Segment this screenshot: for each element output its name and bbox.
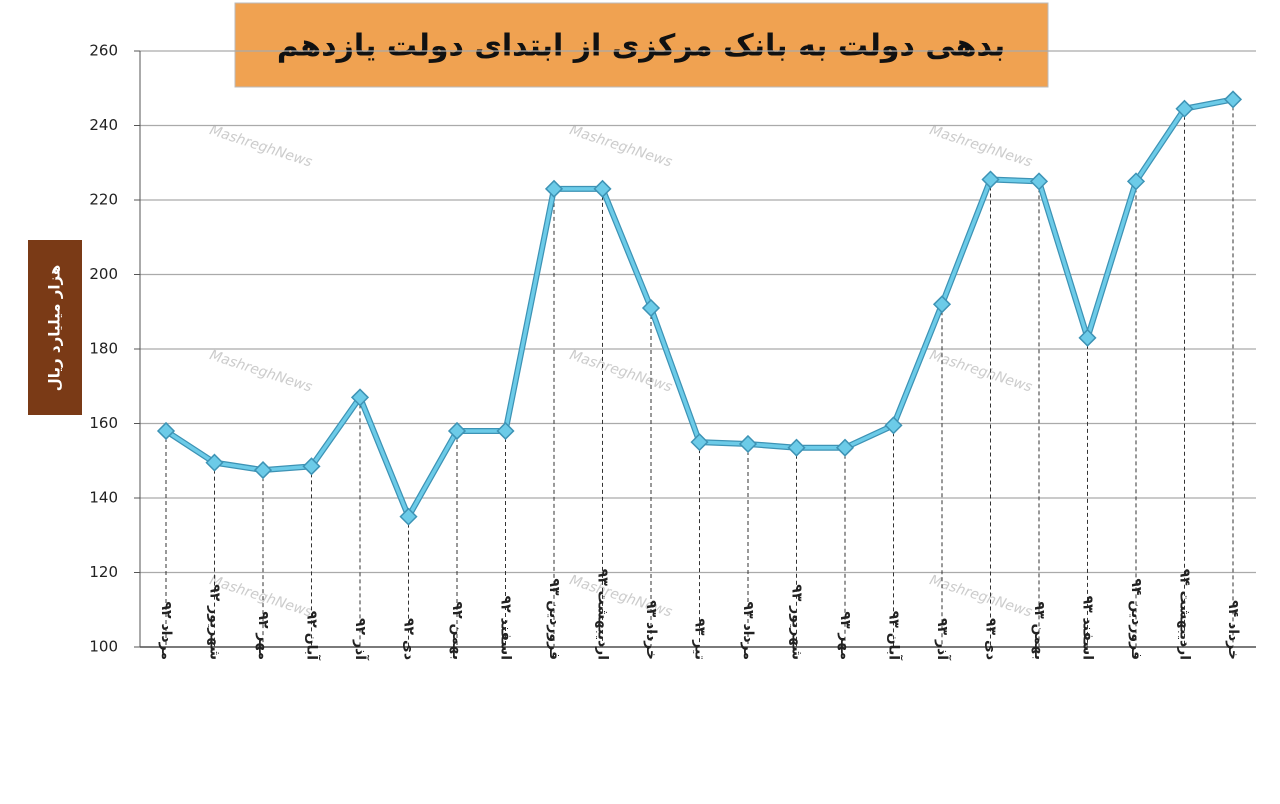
marker — [350, 388, 370, 407]
x-tick-label: شهریور ۹۳ — [789, 584, 805, 660]
marker — [690, 433, 709, 452]
marker — [787, 438, 806, 457]
x-tick-label: فروردین ۹۴ — [1128, 578, 1144, 660]
y-tick-label: 260 — [89, 42, 118, 60]
marker — [544, 179, 564, 198]
x-tick-label: مهر ۹۲ — [255, 611, 271, 660]
marker — [981, 170, 1000, 189]
x-tick-label: خرداد ۹۳ — [643, 600, 659, 660]
watermark: MashreghNews — [928, 347, 1035, 395]
y-tick-label: 160 — [89, 414, 118, 432]
x-tick-label: اسفند ۹۳ — [1080, 596, 1096, 660]
marker — [399, 507, 418, 526]
watermark: MashreghNews — [568, 347, 675, 395]
y-tick-label: 120 — [89, 563, 118, 581]
watermark: MashreghNews — [208, 122, 315, 170]
data-line — [165, 97, 1234, 519]
watermark: MashreghNews — [928, 572, 1035, 620]
marker — [496, 421, 515, 441]
x-tick-label: آبان ۹۲ — [304, 611, 322, 661]
y-tick-label: 220 — [89, 191, 118, 209]
marker — [593, 179, 612, 198]
marker — [932, 295, 952, 314]
y-tick-label: 200 — [89, 265, 118, 283]
marker — [738, 434, 758, 454]
marker — [1126, 172, 1146, 191]
marker — [302, 457, 321, 476]
watermark: MashreghNews — [928, 122, 1035, 170]
x-tick-label: خرداد ۹۴ — [1225, 600, 1241, 660]
x-tick-label: مرداد ۹۲ — [158, 601, 174, 660]
x-tick-label: شهریور ۹۲ — [207, 584, 223, 660]
x-tick-label: مهر ۹۳ — [837, 611, 853, 660]
marker — [447, 421, 467, 441]
y-tick-label: 140 — [89, 489, 118, 507]
y-tick-label: 100 — [89, 638, 118, 656]
marker — [156, 421, 176, 441]
marker — [253, 461, 273, 480]
watermark: MashreghNews — [568, 122, 675, 170]
marker — [205, 453, 224, 472]
title-box — [234, 2, 1049, 88]
x-tick-label: اسفند ۹۲ — [498, 596, 514, 660]
x-tick-label: آذر ۹۳ — [934, 618, 952, 661]
y-tick-label: 180 — [89, 340, 118, 358]
marker — [1175, 99, 1194, 118]
chart-title: بدهی دولت به بانک مرکزی از ابتدای دولت ی… — [277, 29, 1005, 64]
line-outline — [164, 96, 1234, 520]
x-tick-label: دی ۹۲ — [401, 618, 417, 660]
marker — [1029, 172, 1049, 191]
x-tick-label: بهمن ۹۲ — [449, 602, 465, 660]
marker — [1223, 90, 1243, 109]
x-tick-label: اردیبهشت ۹۳ — [595, 569, 611, 660]
marker — [641, 298, 661, 318]
marker — [835, 438, 855, 457]
marker — [1078, 328, 1097, 347]
x-tick-label: دی ۹۳ — [983, 618, 999, 660]
x-tick-label: اردیبهشت ۹۴ — [1177, 569, 1193, 660]
x-tick-label: مرداد ۹۳ — [740, 601, 756, 660]
watermark: MashreghNews — [208, 347, 315, 395]
y-label-box — [28, 240, 82, 415]
x-tick-label: تیر ۹۳ — [692, 618, 708, 660]
y-axis-label: هزار میلیارد ریال — [46, 265, 64, 392]
x-tick-label: آذر ۹۲ — [352, 618, 370, 661]
y-tick-label: 240 — [89, 116, 118, 134]
x-tick-label: بهمن ۹۳ — [1031, 602, 1047, 660]
marker — [884, 416, 903, 435]
x-tick-label: آبان ۹۳ — [886, 611, 904, 661]
x-tick-label: فروردین ۹۳ — [546, 578, 562, 660]
